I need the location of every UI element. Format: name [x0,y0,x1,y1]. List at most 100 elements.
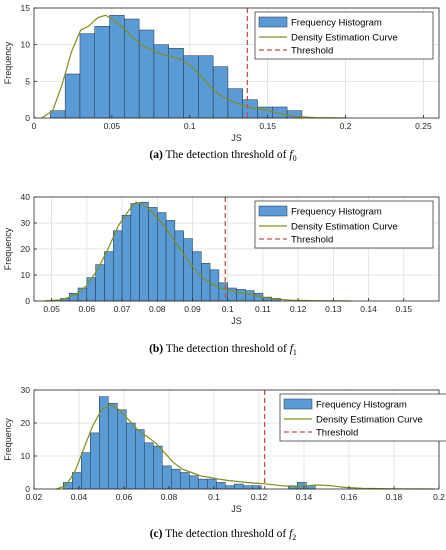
histogram-bar [198,478,208,490]
x-tick-label: 0.06 [79,304,96,314]
x-tick-label: 0.14 [360,304,377,314]
legend-label: Density Estimation Curve [291,222,398,233]
y-tick-label: 40 [21,192,31,202]
x-tick-label: 0.2 [340,121,352,131]
legend-histogram-swatch [258,205,288,217]
histogram-bar [139,201,149,302]
histogram-bar [130,203,140,302]
histogram-bar [126,422,136,490]
caption-subscript: 1 [293,348,297,357]
histogram-bar [165,220,176,302]
histogram-bar [162,465,172,490]
legend-label: Threshold [316,428,358,439]
legend-label: Density Estimation Curve [291,33,398,44]
histogram-bar [252,485,262,490]
density-curve [56,404,435,490]
y-tick-label: 10 [21,451,31,461]
y-tick-label: 0 [25,296,30,306]
y-tick-label: 0 [25,484,30,494]
histogram-bar [112,230,123,302]
y-tick-label: 5 [25,76,30,86]
x-tick-label: 0.15 [396,304,413,314]
histogram-bar [148,207,158,302]
histogram-bar [117,409,127,490]
legend-label: Threshold [291,235,333,246]
caption-text: The detection threshold of [163,149,290,161]
x-tick-label: 0.1 [222,304,234,314]
histogram-bar [189,475,199,490]
chart-panel-2: 0.02 0.04 0.06 0.08 0.1 0.12 0.14 0.16 0.18 0.2 0 1… [3,385,446,542]
caption-label: (a) [149,149,163,161]
x-tick-label: 0.12 [251,492,268,502]
x-tick-label: 0 [32,121,37,131]
histogram-bar [138,29,155,119]
x-tick-label: 0.05 [104,121,121,131]
y-tick-label: 30 [21,218,31,228]
x-tick-label: 0.08 [161,492,178,502]
x-axis-label: JS [231,133,242,143]
histogram-bar [216,482,226,490]
caption-text: The detection threshold of [163,343,290,355]
histogram-bar [81,452,91,490]
histogram-bar [183,238,193,302]
legend-label: Frequency Histogram [316,400,407,411]
histogram-bar [207,478,217,490]
histogram-bar [243,485,253,490]
histogram-bar [157,212,167,302]
x-tick-label: 0.07 [114,304,131,314]
histogram-bar [180,472,190,490]
legend: Frequency Histogram Density Estimation Cu… [254,200,434,249]
x-axis-label: JS [231,504,242,514]
caption: (c) The detection threshold of f2 [150,528,297,542]
histogram-bar [94,26,110,119]
histogram-bar [234,483,244,490]
histogram-bar [104,251,114,302]
histogram-bar [153,445,163,490]
x-tick-label: 0.15 [259,121,276,131]
histogram-bar [64,73,81,119]
caption-variable: f [289,528,294,540]
x-tick-label: 0.06 [116,492,133,502]
histogram-bar [168,48,184,119]
legend-label: Threshold [291,46,333,57]
y-tick-label: 0 [25,113,30,123]
histogram-bar [171,468,181,490]
x-tick-label: 0.25 [415,121,432,131]
histogram-bar [183,55,199,119]
caption-text: The detection threshold of [162,528,289,540]
histogram-bar [79,33,95,119]
histogram-bar [212,66,229,119]
histogram-bar [50,110,66,119]
x-tick-label: 0.1 [184,121,196,131]
caption-subscript: 2 [292,533,296,542]
x-tick-label: 0.18 [386,492,403,502]
y-tick-label: 20 [21,418,31,428]
legend-histogram-swatch [283,398,313,410]
histogram-bar [90,432,100,490]
y-axis-label: Frequency [3,227,13,270]
axes-box [33,7,440,119]
legend: Frequency Histogram Density Estimation Cu… [279,393,446,442]
histogram-bar [245,290,255,302]
y-tick-label: 15 [21,3,31,13]
y-tick-label: 20 [21,244,31,254]
histogram-bar [108,402,118,490]
x-tick-label: 0.16 [341,492,358,502]
x-tick-label: 0.05 [43,304,60,314]
histogram-bar [192,251,202,302]
y-tick-label: 10 [21,40,31,50]
x-tick-label: 0.04 [71,492,88,502]
legend-label: Density Estimation Curve [316,415,423,426]
y-axis-label: Frequency [3,418,13,461]
legend-label: Frequency Histogram [291,18,382,29]
caption: (b) The detection threshold of f1 [149,343,297,357]
x-tick-label: 0.13 [325,304,342,314]
caption-variable: f [289,149,294,161]
caption-subscript: 0 [293,154,297,163]
y-axis-label: Frequency [3,41,13,84]
x-tick-label: 0.14 [296,492,313,502]
histogram-bar [236,289,246,302]
histogram-bar [218,282,228,302]
x-tick-label: 0.08 [149,304,166,314]
